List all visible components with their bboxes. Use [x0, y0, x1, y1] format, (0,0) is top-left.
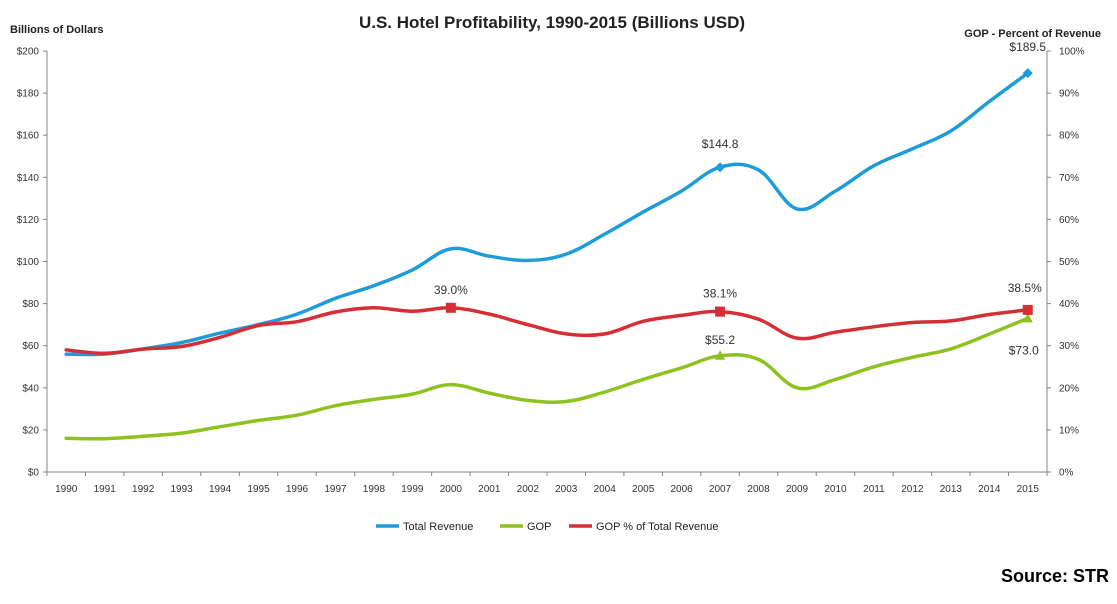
x-tick-label: 1996 — [286, 484, 309, 495]
y2-tick-label: 30% — [1059, 341, 1079, 352]
y2-tick-label: 90% — [1059, 89, 1079, 100]
y2-tick-label: 100% — [1059, 47, 1085, 58]
data-label: $189.5 — [1009, 40, 1046, 54]
y2-tick-label: 40% — [1059, 299, 1079, 310]
data-label: $73.0 — [1009, 343, 1039, 357]
y-tick-label: $140 — [17, 173, 40, 184]
legend-label-total-revenue: Total Revenue — [403, 521, 473, 533]
y2-axis-title: GOP - Percent of Revenue — [964, 28, 1101, 40]
data-label: 38.5% — [1008, 281, 1042, 295]
legend-label-gop-of-total-revenue: GOP % of Total Revenue — [596, 521, 719, 533]
data-point-gop — [1022, 312, 1033, 323]
y2-tick-label: 10% — [1059, 425, 1079, 436]
y2-tick-label: 50% — [1059, 257, 1079, 268]
x-tick-label: 2001 — [478, 484, 501, 495]
x-tick-label: 1990 — [55, 484, 78, 495]
x-tick-label: 2015 — [1017, 484, 1040, 495]
series-line-total-revenue — [64, 71, 1030, 357]
data-point-gop-of-total-revenue — [715, 306, 726, 317]
x-tick-label: 1994 — [209, 484, 232, 495]
y-tick-label: $100 — [17, 257, 40, 268]
x-tick-label: 2009 — [786, 484, 809, 495]
x-tick-label: 2002 — [517, 484, 540, 495]
x-tick-label: 1995 — [247, 484, 270, 495]
y2-tick-label: 20% — [1059, 383, 1079, 394]
data-point-total-revenue — [715, 162, 726, 173]
x-tick-label: 2010 — [824, 484, 847, 495]
y-tick-label: $180 — [17, 89, 40, 100]
x-tick-label: 2013 — [940, 484, 963, 495]
axes: $0 $20 $40 $60 $80 $100 $120 $140 $160 $180 $200 0%… — [17, 47, 1085, 496]
x-tick-label: 1992 — [132, 484, 155, 495]
data-point-gop-of-total-revenue — [445, 302, 456, 313]
series-line-gop — [64, 316, 1030, 441]
series-layer — [64, 68, 1033, 441]
y-tick-label: $120 — [17, 215, 40, 226]
y-tick-label: $200 — [17, 47, 40, 58]
y-tick-label: $80 — [22, 299, 39, 310]
y2-tick-label: 80% — [1059, 131, 1079, 142]
data-label: 39.0% — [434, 283, 468, 297]
x-tick-label: 2012 — [901, 484, 924, 495]
legend: Total Revenue GOP GOP % of Total Revenue — [376, 521, 719, 533]
x-tick-label: 1998 — [363, 484, 386, 495]
x-tick-label: 2005 — [632, 484, 655, 495]
x-tick-label: 2007 — [709, 484, 732, 495]
y2-tick-label: 60% — [1059, 215, 1079, 226]
y-tick-label: $160 — [17, 131, 40, 142]
y-tick-label: $20 — [22, 425, 39, 436]
x-tick-label: 1999 — [401, 484, 424, 495]
series-line-gop-of-total-revenue — [64, 306, 1030, 356]
data-label: 38.1% — [703, 287, 737, 301]
y-tick-label: $40 — [22, 383, 39, 394]
x-tick-label: 2004 — [594, 484, 617, 495]
data-point-gop-of-total-revenue — [1022, 304, 1033, 315]
x-tick-label: 2011 — [863, 484, 885, 495]
x-tick-label: 2014 — [978, 484, 1001, 495]
x-tick-label: 2008 — [747, 484, 770, 495]
x-tick-label: 1997 — [324, 484, 347, 495]
x-tick-label: 2006 — [670, 484, 693, 495]
data-point-total-revenue — [1022, 68, 1033, 79]
x-tick-label: 1991 — [94, 484, 117, 495]
data-label: $55.2 — [705, 333, 735, 347]
data-labels: $144.8 $189.5 $55.2 $73.0 39.0% 38.1% 38.5% — [434, 40, 1047, 357]
source-note: Source: STR — [1000, 566, 1109, 586]
x-tick-label: 2003 — [555, 484, 578, 495]
data-point-gop — [715, 350, 726, 360]
y-tick-label: $0 — [28, 468, 40, 479]
y2-tick-label: 70% — [1059, 173, 1079, 184]
y-axis-title: Billions of Dollars — [10, 24, 104, 36]
x-tick-label: 2000 — [440, 484, 463, 495]
chart-title: U.S. Hotel Profitability, 1990-2015 (Bil… — [359, 13, 745, 32]
data-label: $144.8 — [702, 137, 739, 151]
y-tick-label: $60 — [22, 341, 39, 352]
y2-tick-label: 0% — [1059, 468, 1074, 479]
legend-label-gop: GOP — [527, 521, 551, 533]
x-tick-label: 1993 — [170, 484, 193, 495]
